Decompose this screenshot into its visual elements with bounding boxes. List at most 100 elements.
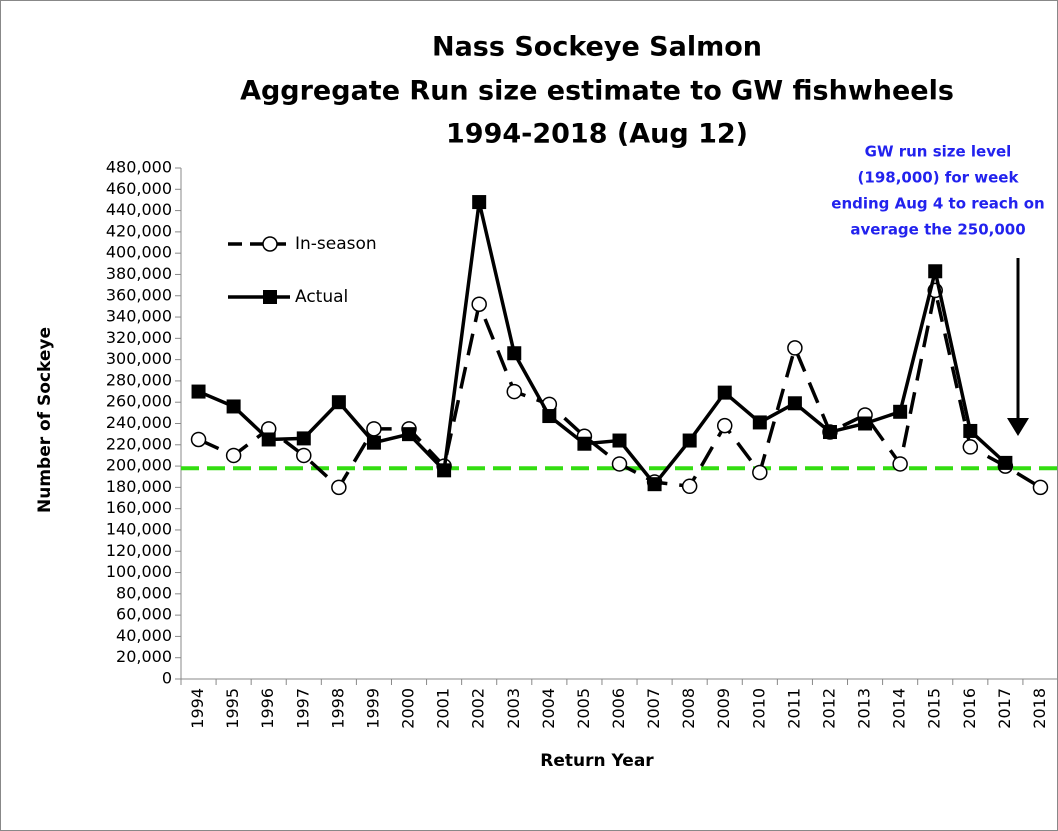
marker (331, 395, 346, 410)
marker (542, 409, 557, 424)
marker (366, 421, 382, 437)
x-tick-label: 2009 (714, 688, 733, 729)
marker (612, 433, 627, 448)
x-tick-label: 1996 (258, 688, 277, 729)
y-tick-label: 0 (162, 669, 172, 688)
annotation: average the 250,000 (850, 221, 1025, 239)
x-tick-label: 1999 (363, 688, 382, 729)
x-axis-label: Return Year (540, 751, 654, 771)
marker (962, 439, 979, 455)
y-tick-label: 80,000 (116, 583, 172, 602)
annotation: GW run size level (865, 143, 1012, 161)
marker (506, 383, 523, 400)
marker (752, 464, 768, 481)
x-tick-label: 2002 (469, 688, 488, 729)
x-tick-label: 2003 (504, 688, 523, 729)
x-tick-label: 2018 (1030, 688, 1049, 729)
y-tick-label: 380,000 (106, 264, 172, 283)
y-tick-label: 20,000 (116, 647, 172, 666)
x-tick-label: 1994 (188, 688, 207, 729)
marker (682, 433, 697, 448)
marker (998, 455, 1013, 470)
marker (611, 456, 628, 472)
legend-marker (262, 236, 278, 252)
x-tick-label: 2013 (855, 688, 874, 729)
marker (402, 427, 417, 442)
x-tick-label: 2000 (399, 688, 418, 729)
marker (822, 425, 837, 440)
y-axis-label: Number of Sockeye (35, 327, 55, 513)
legend-label: Actual (295, 287, 348, 307)
x-tick-label: 2007 (644, 688, 663, 729)
marker (928, 264, 943, 279)
marker (787, 340, 803, 356)
x-tick-label: 2008 (679, 688, 698, 729)
marker (226, 399, 241, 414)
marker (963, 423, 978, 438)
y-tick-label: 260,000 (106, 392, 172, 411)
marker (190, 431, 207, 448)
marker (225, 447, 242, 464)
y-tick-label: 200,000 (106, 456, 172, 475)
x-tick-label: 2011 (784, 688, 803, 729)
marker (647, 477, 662, 492)
y-tick-label: 420,000 (106, 221, 172, 240)
marker (577, 436, 592, 451)
x-tick-label: 2006 (609, 688, 628, 729)
marker (716, 417, 733, 434)
y-tick-label: 280,000 (106, 370, 172, 389)
marker (717, 385, 732, 400)
marker (752, 415, 767, 430)
y-tick-label: 220,000 (106, 434, 172, 453)
y-tick-label: 300,000 (106, 349, 172, 368)
marker (858, 416, 873, 431)
chart-title: Aggregate Run size estimate to GW fishwh… (240, 76, 954, 107)
x-tick-label: 2004 (539, 688, 558, 729)
y-tick-label: 120,000 (106, 541, 172, 560)
x-tick-label: 2001 (434, 688, 453, 729)
y-tick-label: 60,000 (116, 605, 172, 624)
y-tick-label: 480,000 (106, 158, 172, 177)
marker (261, 432, 276, 447)
x-tick-label: 2017 (995, 688, 1014, 729)
marker (472, 195, 487, 210)
y-tick-label: 360,000 (106, 285, 172, 304)
marker (331, 479, 347, 496)
x-tick-label: 2016 (960, 688, 979, 729)
y-tick-label: 440,000 (106, 200, 172, 219)
y-tick-label: 400,000 (106, 243, 172, 262)
y-tick-label: 180,000 (106, 477, 172, 496)
marker (437, 463, 452, 478)
x-tick-label: 2010 (749, 688, 768, 729)
y-tick-label: 460,000 (106, 179, 172, 198)
x-tick-label: 1995 (223, 688, 242, 729)
y-tick-label: 340,000 (106, 307, 172, 326)
y-tick-label: 320,000 (106, 328, 172, 347)
marker (507, 346, 522, 361)
marker (681, 478, 698, 495)
y-tick-label: 100,000 (106, 562, 172, 581)
y-tick-label: 240,000 (106, 413, 172, 432)
x-tick-label: 1997 (293, 688, 312, 729)
annotation: ending Aug 4 to reach on (831, 195, 1044, 213)
legend-label: In-season (295, 234, 377, 254)
marker (471, 296, 487, 313)
marker (1032, 479, 1049, 496)
x-tick-label: 1998 (328, 688, 347, 729)
y-tick-label: 160,000 (106, 498, 172, 517)
marker (366, 435, 381, 450)
arrow-head (1007, 418, 1029, 436)
marker (296, 431, 311, 446)
marker (893, 404, 908, 419)
x-tick-label: 2014 (890, 688, 909, 729)
marker (296, 447, 312, 464)
y-tick-label: 140,000 (106, 519, 172, 538)
marker (787, 396, 802, 411)
x-tick-label: 2005 (574, 688, 593, 729)
x-tick-label: 2015 (925, 688, 944, 729)
x-tick-label: 2012 (819, 688, 838, 729)
chart-title: Nass Sockeye Salmon (432, 32, 762, 63)
marker (892, 456, 908, 472)
y-tick-label: 40,000 (116, 626, 172, 645)
marker (191, 384, 206, 399)
